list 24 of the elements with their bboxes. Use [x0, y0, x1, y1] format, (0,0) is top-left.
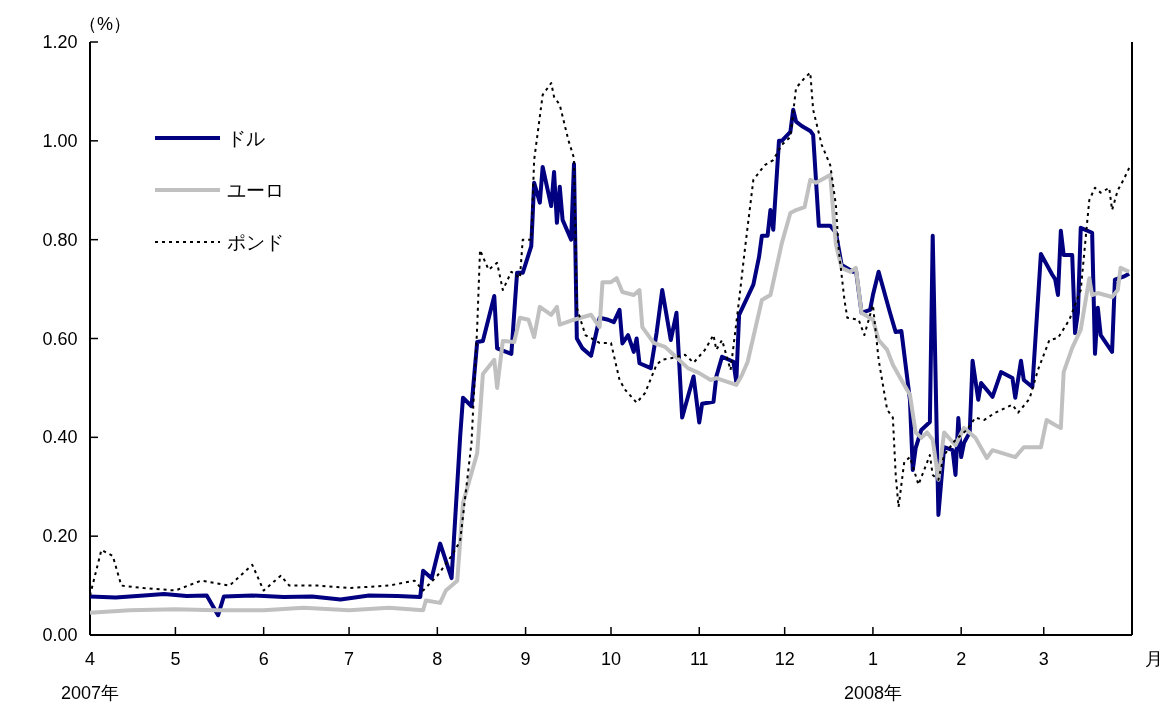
x-axis-title: 月 [1145, 649, 1163, 669]
y-tick-label: 0.40 [42, 427, 78, 448]
x-tick-label: 4 2007年 [60, 649, 120, 703]
y-tick-label: 1.20 [42, 32, 78, 52]
x-tick-label: 9 [520, 649, 531, 669]
legend-label: ポンド [227, 232, 284, 253]
y-tick-label: 0.00 [42, 625, 78, 645]
y-axis-title: （%） [78, 14, 132, 34]
x-tick-label: 3 [1038, 649, 1049, 669]
y-tick-label: 1.00 [42, 130, 78, 151]
x-tick-label: 11 [689, 649, 709, 669]
y-tick-label: 0.80 [42, 229, 78, 250]
legend-label: ユーロ [227, 180, 284, 201]
x-tick-label: 8 [432, 649, 443, 669]
x-tick-label: 7 [344, 649, 355, 669]
y-tick-label: 0.60 [42, 328, 78, 349]
x-tick-label: 12 [774, 649, 795, 669]
x-tick-label: 2 [956, 649, 967, 669]
y-tick-label: 0.20 [42, 526, 78, 547]
legend-label: ドル [227, 128, 265, 149]
x-tick-label: 1 2008年 [843, 649, 902, 703]
x-tick-label: 5 [170, 649, 181, 669]
x-tick-label: 6 [258, 649, 269, 669]
x-tick-label: 10 [600, 649, 622, 669]
